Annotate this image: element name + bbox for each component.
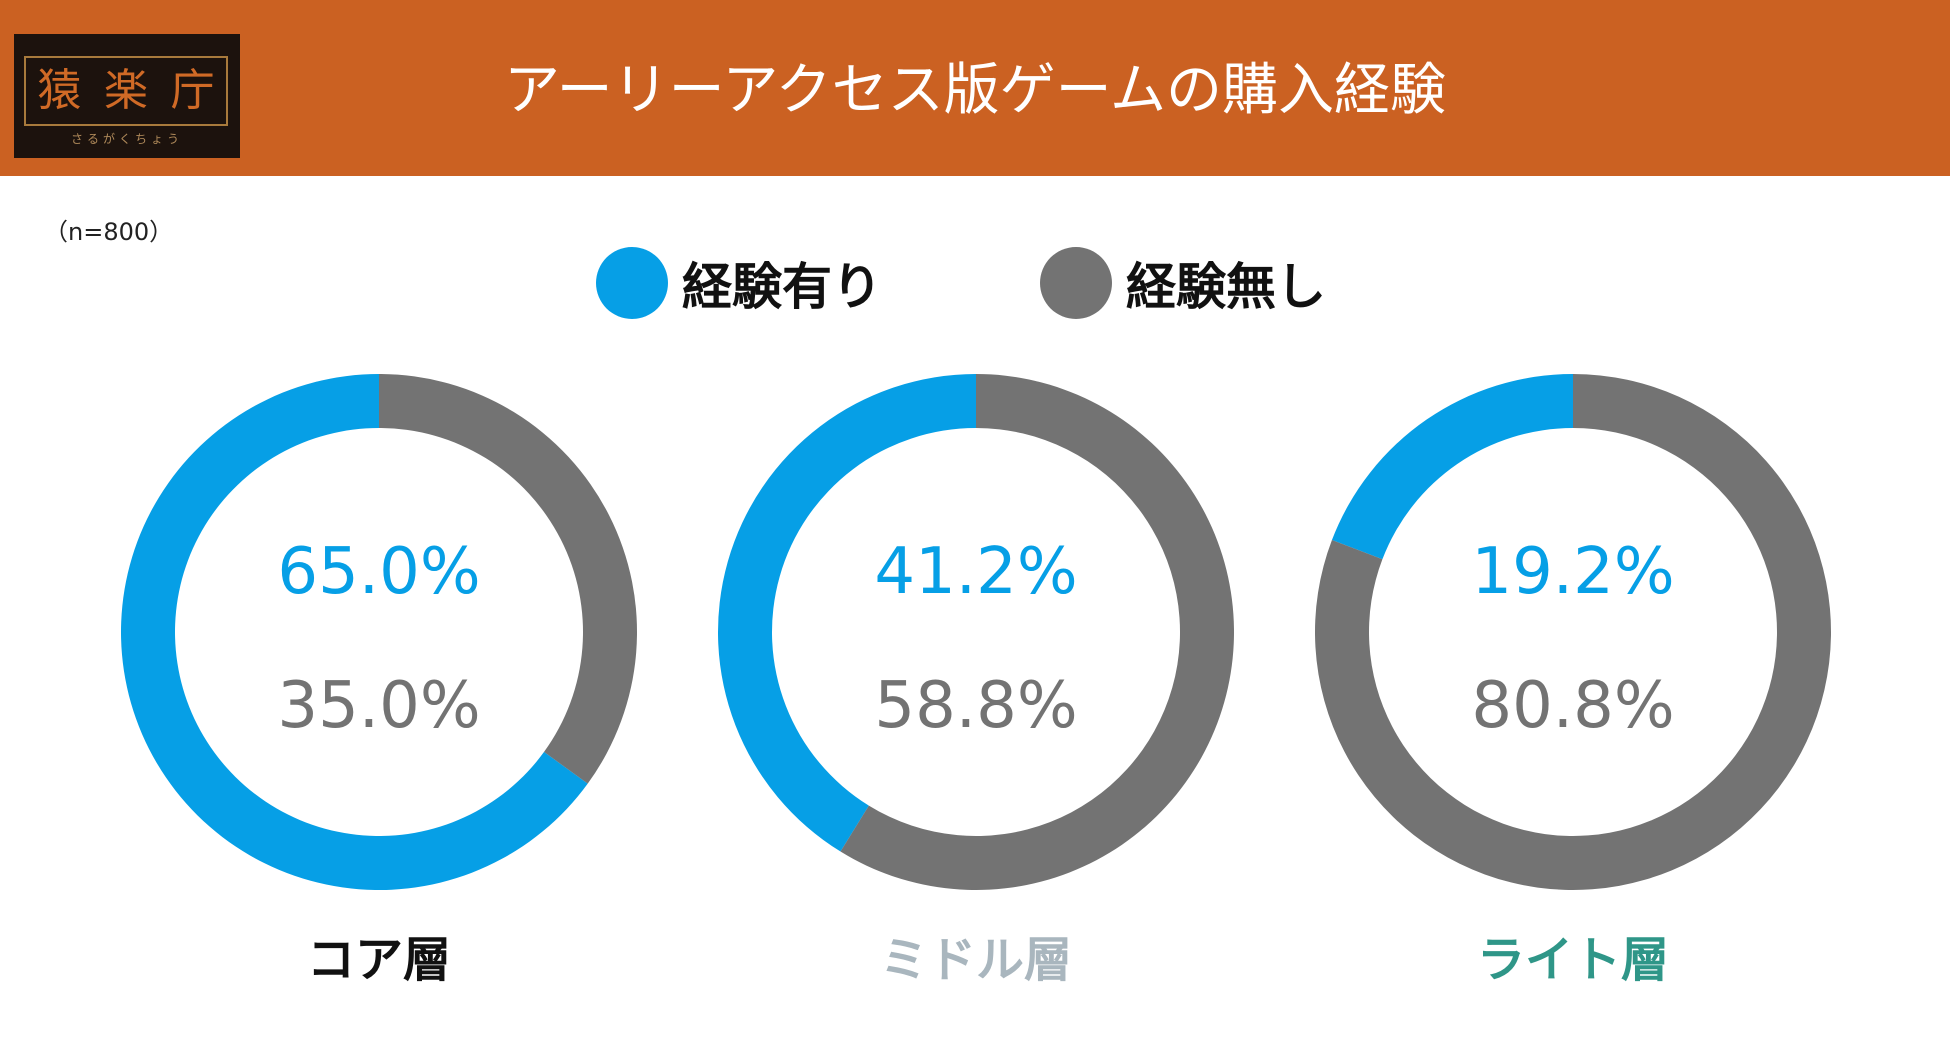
legend-item-experienced: 経験有り [596, 244, 882, 322]
donut-1-not-experienced-label: 35.0% [277, 669, 481, 743]
logo: 猿 楽 庁 さるがくちょう [14, 34, 240, 158]
legend-label-not-experienced: 経験無し [1126, 258, 1326, 316]
legend-dot-experienced [596, 247, 668, 319]
donut-2-not-experienced-label: 58.8% [874, 669, 1078, 743]
sample-size: （n=800） [44, 218, 174, 246]
donut-1-slice-not-experienced [379, 374, 638, 784]
donut-2-experienced-label: 41.2% [874, 535, 1078, 609]
donut-1-experienced-label: 65.0% [277, 535, 481, 609]
legend-item-not-experienced: 経験無し [1040, 244, 1326, 322]
donut-2-slice-not-experienced [840, 374, 1234, 890]
page-title: アーリーアクセス版ゲームの購入経験 [504, 58, 1446, 123]
header-bar: 猿 楽 庁 さるがくちょう アーリーアクセス版ゲームの購入経験 [0, 0, 1950, 176]
donut-3-slice-experienced [1331, 374, 1573, 560]
donut-3-not-experienced-label: 80.8% [1471, 669, 1675, 743]
logo-char-2: 楽 [103, 65, 148, 116]
legend-label-experienced: 経験有り [682, 258, 882, 316]
donut-2-slice-experienced [717, 374, 976, 852]
logo-subtitle: さるがくちょう [70, 132, 183, 146]
donut-3-title: ライト層 [1476, 932, 1669, 988]
legend-dot-not-experienced [1040, 247, 1112, 319]
donut-2-title: ミドル層 [879, 932, 1072, 988]
logo-char-3: 庁 [170, 65, 215, 116]
donut-1-title: コア層 [306, 932, 451, 988]
logo-frame: 猿 楽 庁 [24, 56, 228, 126]
logo-char-1: 猿 [37, 65, 82, 116]
donut-3-experienced-label: 19.2% [1471, 535, 1675, 609]
